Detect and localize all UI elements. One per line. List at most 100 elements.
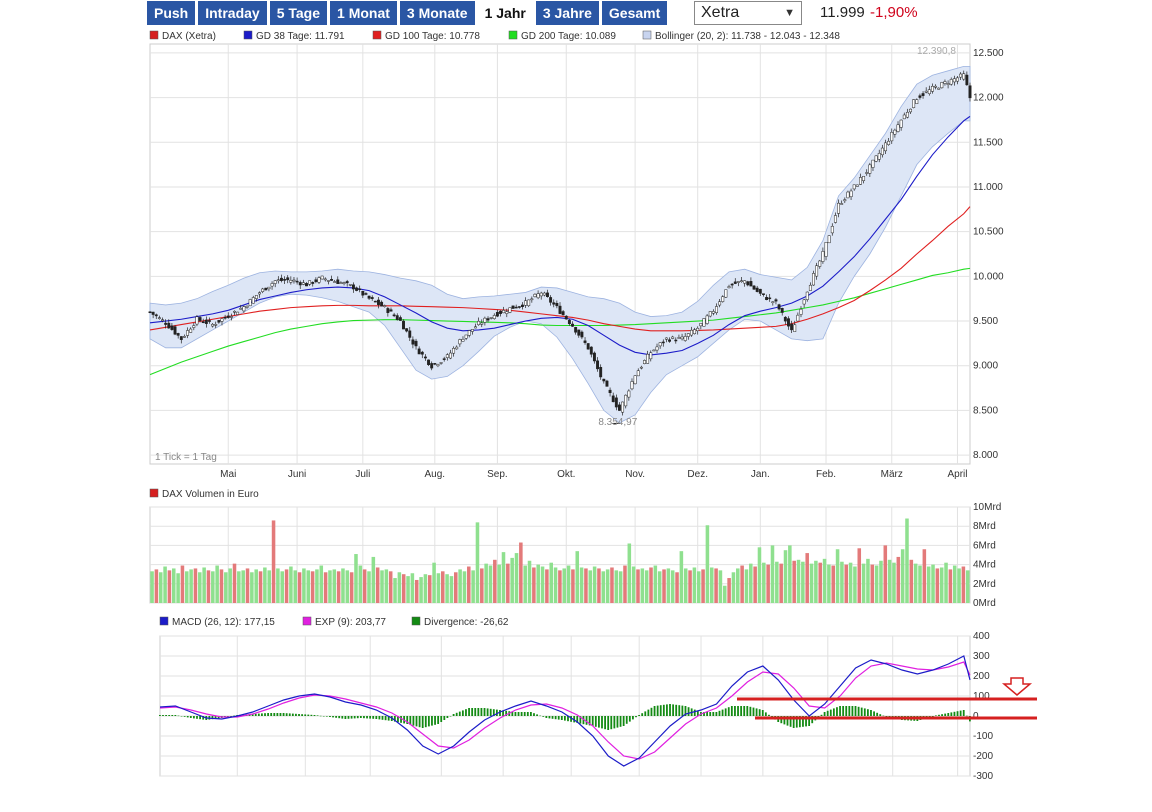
tab-1-monat[interactable]: 1 Monat	[330, 1, 397, 25]
divergence-bar	[193, 716, 195, 719]
divergence-bar	[505, 710, 508, 716]
candle-body	[614, 397, 618, 408]
candle-body	[815, 265, 819, 277]
tab-push[interactable]: Push	[147, 1, 196, 25]
divergence-bar	[359, 716, 362, 718]
candle-body	[902, 114, 906, 120]
divergence-bar	[443, 716, 446, 720]
candle-body	[520, 304, 524, 307]
divergence-bar	[325, 716, 328, 717]
candle-body	[342, 282, 346, 284]
candle-body	[893, 129, 897, 135]
volume-bar	[835, 549, 840, 603]
candle-body	[417, 348, 421, 355]
volume-bar	[744, 569, 749, 603]
divergence-bar	[764, 712, 767, 716]
bollinger-band	[149, 65, 971, 424]
volume-bar	[631, 566, 636, 603]
candle-body	[918, 95, 922, 98]
high-label: 12.390,8	[917, 46, 956, 57]
divergence-bar	[953, 711, 956, 716]
volume-bar	[258, 571, 263, 603]
divergence-bar	[233, 715, 235, 717]
candle-body	[233, 310, 236, 313]
volume-bar	[271, 520, 276, 603]
divergence-bar	[696, 710, 699, 716]
candle-body	[783, 316, 787, 322]
candle-body	[796, 314, 800, 322]
tab-gesamt[interactable]: Gesamt	[601, 1, 668, 25]
y-tick-label: 8Mrd	[973, 521, 996, 532]
candle-body	[261, 288, 265, 292]
legend-label: GD 38 Tage: 11.791	[256, 31, 345, 42]
candle-body	[280, 277, 283, 281]
candle-body	[236, 311, 240, 315]
volume-bar	[766, 564, 770, 603]
volume-bar	[709, 567, 714, 603]
candle-body	[674, 339, 678, 342]
candle-body	[392, 314, 396, 317]
candle-body	[880, 147, 884, 156]
volume-bar	[471, 570, 475, 603]
candle-body	[677, 337, 681, 339]
divergence-bar	[931, 716, 934, 717]
y-tick-label: 300	[973, 651, 990, 662]
volume-bar	[853, 566, 857, 603]
candle-body	[621, 401, 625, 413]
divergence-bar	[641, 713, 644, 716]
candle-body	[865, 172, 869, 174]
divergence-bar	[251, 714, 254, 716]
divergence-bar	[434, 716, 436, 725]
divergence-bar	[746, 706, 749, 716]
candle-body	[743, 280, 747, 284]
tab-3-monate[interactable]: 3 Monate	[399, 1, 475, 25]
candle-body	[586, 343, 590, 350]
tab-5-tage[interactable]: 5 Tage	[269, 1, 328, 25]
candle-body	[799, 308, 803, 315]
candle-body	[167, 322, 171, 329]
volume-bar	[250, 572, 254, 603]
divergence-bar	[511, 711, 514, 716]
candle-body	[930, 86, 934, 92]
divergence-bar	[529, 712, 532, 716]
candle-body	[358, 288, 362, 290]
candle-body	[439, 362, 443, 364]
candle-body	[855, 184, 859, 187]
divergence-bar	[347, 716, 350, 719]
volume-bar	[701, 569, 705, 603]
divergence-bar	[647, 709, 650, 716]
x-tick-label: März	[881, 469, 903, 480]
candle-body	[699, 323, 703, 327]
candle-body	[214, 324, 218, 326]
candle-body	[912, 99, 916, 108]
candle-body	[298, 282, 302, 286]
candle-body	[223, 316, 227, 319]
tab-1-jahr[interactable]: 1 Jahr	[477, 1, 533, 25]
divergence-bar	[613, 716, 616, 729]
volume-bar	[375, 567, 380, 603]
volume-bar	[332, 569, 337, 603]
volume-bar	[532, 567, 536, 603]
volume-bar	[211, 571, 215, 603]
tab-3-jahre[interactable]: 3 Jahre	[535, 1, 599, 25]
divergence-bar	[650, 707, 653, 716]
candle-body	[643, 360, 646, 364]
divergence-bar	[724, 708, 727, 716]
divergence-bar	[474, 708, 477, 716]
candle-body	[170, 325, 174, 330]
legend-swatch	[302, 616, 312, 626]
divergence-bar	[805, 716, 807, 727]
volume-bar	[254, 569, 258, 603]
tab-intraday[interactable]: Intraday	[198, 1, 267, 25]
volume-bar	[731, 572, 736, 603]
exchange-select[interactable]: Xetra ▼	[694, 1, 802, 25]
divergence-bar	[780, 716, 783, 724]
candle-body	[862, 176, 866, 181]
divergence-bar	[681, 705, 684, 716]
candle-body	[580, 331, 584, 338]
candle-body	[583, 340, 587, 343]
volume-bar	[185, 571, 189, 603]
y-tick-label: 10Mrd	[973, 502, 1001, 513]
candle-body	[940, 82, 944, 89]
candle-body	[461, 338, 465, 342]
